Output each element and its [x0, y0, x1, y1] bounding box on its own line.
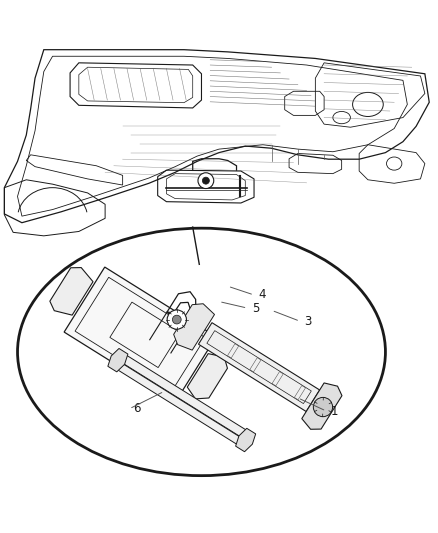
Polygon shape [114, 361, 245, 447]
Polygon shape [187, 354, 227, 399]
Polygon shape [108, 349, 128, 372]
Circle shape [167, 310, 187, 329]
Polygon shape [119, 353, 250, 440]
Polygon shape [64, 267, 216, 402]
Text: 6: 6 [134, 402, 141, 415]
Circle shape [198, 173, 214, 189]
Circle shape [173, 315, 181, 324]
Circle shape [202, 177, 209, 184]
Text: 4: 4 [258, 288, 266, 302]
Text: 3: 3 [304, 315, 312, 328]
Polygon shape [302, 383, 342, 429]
Text: 1: 1 [331, 405, 338, 417]
Polygon shape [236, 429, 256, 451]
Polygon shape [198, 322, 320, 411]
Polygon shape [50, 268, 93, 315]
Text: 5: 5 [252, 302, 259, 314]
Circle shape [313, 398, 332, 417]
Polygon shape [173, 304, 215, 350]
